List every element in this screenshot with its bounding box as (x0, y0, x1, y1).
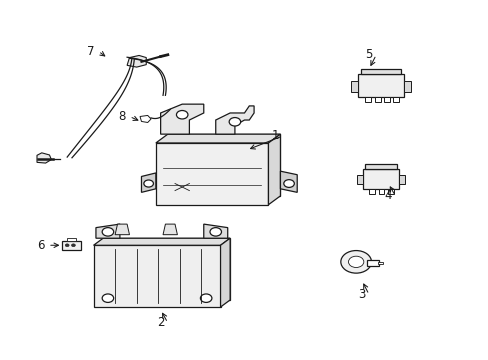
Polygon shape (140, 116, 151, 122)
Polygon shape (167, 134, 280, 196)
Bar (368, 189, 374, 194)
Text: 8: 8 (119, 110, 126, 123)
Bar (377, 262, 383, 264)
Circle shape (176, 111, 187, 119)
Text: 5: 5 (365, 48, 372, 61)
Circle shape (229, 118, 240, 126)
Polygon shape (163, 224, 177, 235)
Bar (366, 260, 378, 266)
Bar (360, 69, 400, 74)
Polygon shape (220, 238, 230, 307)
Text: 3: 3 (358, 288, 365, 301)
Bar (399, 175, 404, 184)
Text: 7: 7 (87, 45, 95, 58)
Polygon shape (156, 143, 268, 205)
Polygon shape (115, 224, 129, 235)
Bar (350, 81, 357, 92)
Bar (357, 74, 403, 97)
Circle shape (102, 294, 113, 302)
Bar (362, 170, 399, 189)
Bar (387, 189, 393, 194)
Bar (374, 97, 380, 102)
Polygon shape (203, 224, 227, 238)
Bar (392, 97, 398, 102)
Bar (365, 164, 396, 170)
Circle shape (102, 228, 113, 236)
Circle shape (200, 294, 211, 302)
Polygon shape (280, 171, 297, 192)
Bar (403, 81, 410, 92)
Bar (378, 189, 384, 194)
Bar (384, 97, 389, 102)
Circle shape (209, 228, 221, 236)
Polygon shape (96, 224, 120, 238)
Bar (365, 97, 370, 102)
Polygon shape (156, 134, 280, 143)
Bar (356, 175, 362, 184)
Polygon shape (93, 245, 220, 307)
Circle shape (71, 244, 75, 247)
Text: 2: 2 (157, 316, 164, 329)
Circle shape (348, 256, 363, 267)
Circle shape (143, 180, 153, 187)
Polygon shape (103, 238, 230, 300)
Bar (67, 238, 76, 241)
Polygon shape (93, 238, 230, 245)
Circle shape (65, 244, 69, 247)
Polygon shape (215, 106, 254, 134)
Circle shape (340, 251, 371, 273)
Text: 4: 4 (384, 189, 391, 202)
Text: 1: 1 (271, 129, 279, 143)
Bar (62, 241, 81, 250)
Polygon shape (37, 153, 51, 163)
Polygon shape (141, 173, 156, 192)
Circle shape (283, 180, 294, 188)
Text: 6: 6 (37, 239, 44, 252)
Polygon shape (127, 55, 146, 67)
Polygon shape (268, 134, 280, 205)
Polygon shape (160, 104, 203, 134)
